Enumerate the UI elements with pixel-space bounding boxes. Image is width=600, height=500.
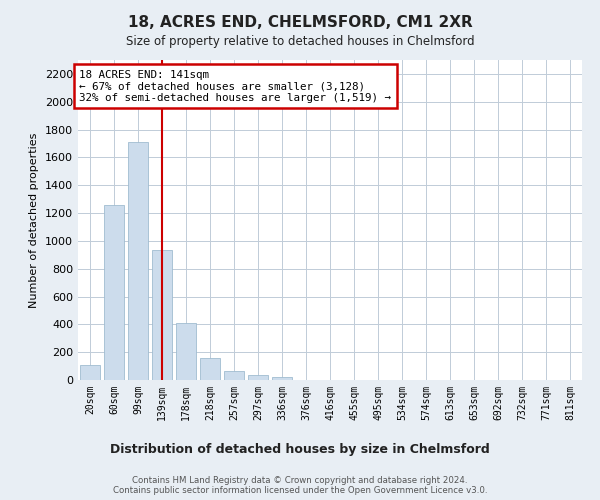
Bar — [80, 364, 100, 380]
Bar — [248, 375, 268, 380]
Text: Contains HM Land Registry data © Crown copyright and database right 2024.
Contai: Contains HM Land Registry data © Crown c… — [113, 476, 487, 495]
Bar — [176, 323, 196, 380]
Bar — [224, 372, 244, 380]
Bar — [152, 250, 172, 380]
Text: Distribution of detached houses by size in Chelmsford: Distribution of detached houses by size … — [110, 442, 490, 456]
Text: 18, ACRES END, CHELMSFORD, CM1 2XR: 18, ACRES END, CHELMSFORD, CM1 2XR — [128, 15, 472, 30]
Bar — [200, 358, 220, 380]
Text: 18 ACRES END: 141sqm
← 67% of detached houses are smaller (3,128)
32% of semi-de: 18 ACRES END: 141sqm ← 67% of detached h… — [79, 70, 391, 103]
Bar — [272, 377, 292, 380]
Bar — [128, 142, 148, 380]
Bar — [104, 204, 124, 380]
Y-axis label: Number of detached properties: Number of detached properties — [29, 132, 40, 308]
Text: Size of property relative to detached houses in Chelmsford: Size of property relative to detached ho… — [125, 35, 475, 48]
